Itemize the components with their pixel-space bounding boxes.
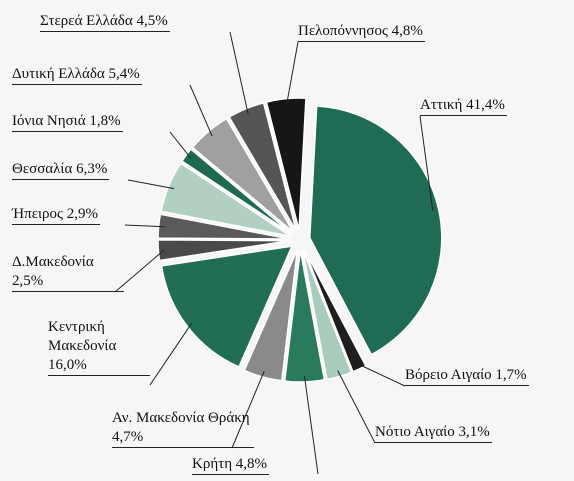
category-name: Νότιο Αιγαίο (375, 424, 455, 440)
leader-line (231, 371, 265, 449)
category-name: Κεντρική Μακεδονία (48, 319, 117, 354)
category-name: Βόρειο Αιγαίο (405, 367, 492, 383)
pie-slice (160, 245, 294, 368)
category-name: Πελοπόννησος (298, 23, 388, 39)
pie-slice (180, 148, 293, 235)
value-label: 1,7% (495, 367, 527, 383)
slice-label: Ήπειρος 2,9% (12, 205, 100, 225)
slice-label: Αττική 41,4% (420, 96, 507, 116)
slice-label: Θεσσαλία 6,3% (12, 160, 110, 180)
slice-label: Κρήτη 4,8% (192, 455, 270, 475)
leader-line (124, 224, 165, 228)
pie-slice (243, 249, 299, 382)
category-name: Στερεά Ελλάδα (40, 13, 133, 29)
slice-label: Στερεά Ελλάδα 4,5% (40, 12, 170, 32)
leader-line (127, 179, 175, 190)
pie-slice (283, 249, 326, 383)
slice-label: Δυτική Ελλάδα 5,4% (12, 65, 142, 85)
slice-label: Ιόνια Νησιά 1,8% (12, 112, 123, 132)
pie-slice (309, 105, 443, 356)
leader-line (356, 363, 406, 387)
leader-line (169, 131, 192, 159)
pie-slice (303, 248, 367, 373)
value-label: 6,3% (76, 161, 108, 177)
category-name: Θεσσαλία (12, 161, 73, 177)
category-name: Ήπειρος (12, 206, 63, 222)
pie-slice (157, 239, 291, 262)
pie-slice (191, 117, 295, 233)
slice-label: Νότιο Αιγαίο 3,1% (375, 423, 492, 443)
value-label: 4,5% (136, 13, 168, 29)
leader-line (114, 249, 165, 293)
slice-label: Πελοπόννησος 4,8% (298, 22, 425, 42)
category-name: Αν. Μακεδονία Θράκη (112, 410, 250, 426)
pie-slice (228, 101, 297, 232)
value-label: 2,5% (12, 273, 44, 289)
slice-label: Βόρειο Αιγαίο 1,7% (405, 366, 529, 386)
value-label: 3,1% (458, 424, 490, 440)
category-name: Ιόνια Νησιά (12, 113, 86, 129)
category-name: Δ.Μακεδονία (12, 254, 94, 270)
value-label: 4,7% (112, 429, 144, 445)
pie-slice (302, 249, 353, 381)
leader-line (229, 31, 249, 115)
leader-line (189, 84, 213, 137)
leader-line (419, 115, 434, 211)
slice-label: Αν. Μακεδονία Θράκη 4,7% (112, 409, 254, 448)
category-name: Δυτική Ελλάδα (12, 66, 105, 82)
value-label: 2,9% (66, 206, 98, 222)
value-label: 41,4% (466, 97, 505, 113)
category-name: Κρήτη (192, 456, 233, 472)
category-name: Αττική (420, 97, 463, 113)
pie-slice (265, 97, 307, 231)
slice-label: Κεντρική Μακεδονία 16,0% (48, 318, 150, 376)
leader-line (303, 375, 319, 475)
value-label: 5,4% (108, 66, 140, 82)
value-label: 4,8% (391, 23, 423, 39)
pie-slice (160, 162, 292, 237)
leader-line (337, 370, 376, 444)
leader-line (149, 322, 193, 386)
value-label: 4,8% (235, 456, 268, 472)
value-label: 1,8% (89, 113, 121, 129)
slice-label: Δ.Μακεδονία 2,5% (12, 253, 124, 292)
value-label: 16,0% (48, 357, 87, 373)
leader-line (286, 41, 299, 105)
